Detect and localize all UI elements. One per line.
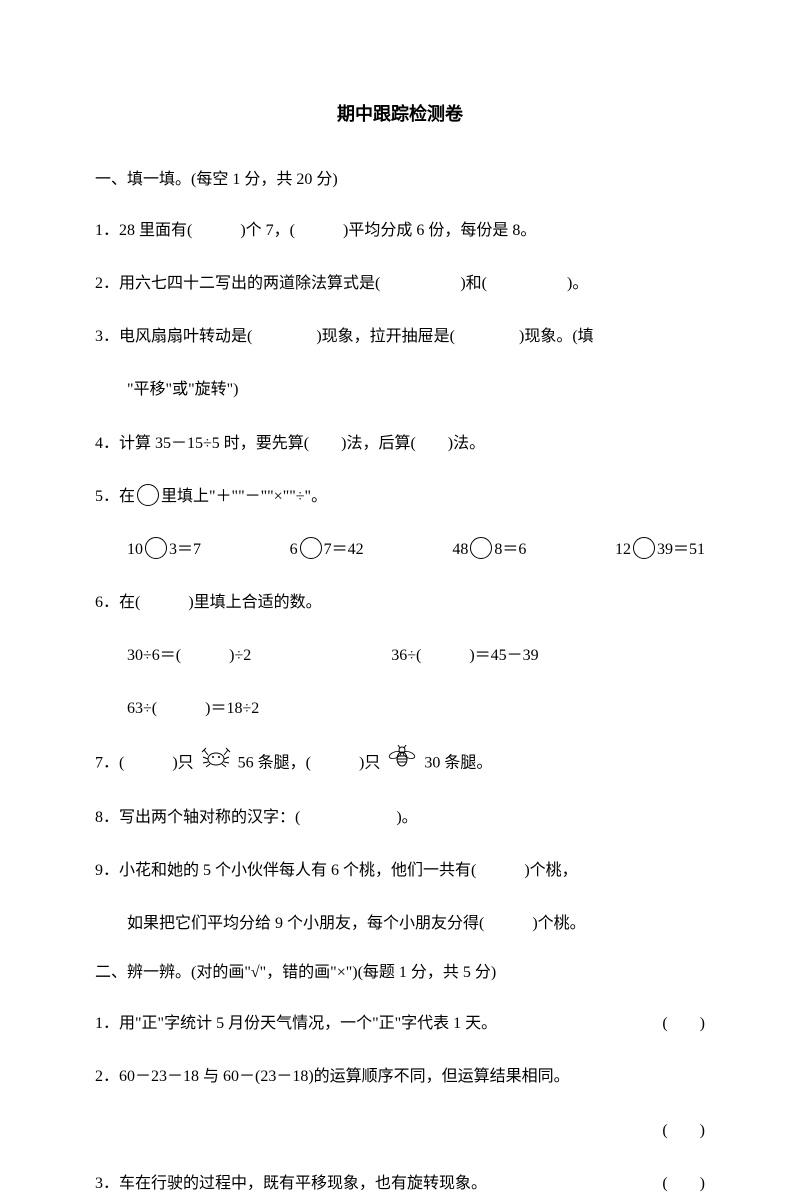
q5-v3: 6 [290, 541, 298, 558]
q6-expr2: 36÷( )＝45－39 [391, 647, 538, 664]
s2-q2-line1: 2．60－23－18 与 60－(23－18)的运算顺序不同，但运算结果相同。 [95, 1059, 705, 1094]
q6-expr1: 30÷6＝( )÷2 [127, 647, 251, 664]
q5-line2: 10 3＝7 6 7＝42 48 8＝6 12 39＝51 [95, 532, 705, 567]
circle-icon [300, 537, 322, 559]
q5-v8: 39＝51 [657, 541, 705, 558]
page-title: 期中跟踪检测卷 [95, 100, 705, 126]
s2-q1-paren: ( ) [662, 1006, 705, 1041]
q4: 4．计算 35－15÷5 时，要先算( )法，后算( )法。 [95, 426, 705, 461]
q9-line1: 9．小花和她的 5 个小伙伴每人有 6 个桃，他们一共有( )个桃， [95, 853, 705, 888]
q6-line1: 6．在( )里填上合适的数。 [95, 585, 705, 620]
q5-v1: 10 [127, 541, 143, 558]
q6-line2: 30÷6＝( )÷2 36÷( )＝45－39 [95, 638, 705, 673]
circle-icon [137, 484, 159, 506]
q9-line2: 如果把它们平均分给 9 个小朋友，每个小朋友分得( )个桃。 [95, 906, 705, 941]
q8: 8．写出两个轴对称的汉字：( )。 [95, 800, 705, 835]
q2: 2．用六七四十二写出的两道除法算式是( )和( )。 [95, 266, 705, 301]
q5-expr1: 10 3＝7 [127, 532, 201, 567]
q5-v7: 12 [615, 541, 631, 558]
q5-line1: 5．在 里填上"＋""－""×""÷"。 [95, 479, 705, 514]
q1: 1．28 里面有( )个 7，( )平均分成 6 份，每份是 8。 [95, 213, 705, 248]
circle-icon [145, 537, 167, 559]
s2-q3: 3．车在行驶的过程中，既有平移现象，也有旋转现象。 ( ) [95, 1166, 705, 1201]
q5-v6: 8＝6 [494, 541, 526, 558]
circle-icon [633, 537, 655, 559]
q5-expr2: 6 7＝42 [290, 532, 364, 567]
q7-text-c: 30 条腿。 [424, 754, 492, 771]
q5-v4: 7＝42 [324, 541, 364, 558]
q5-v2: 3＝7 [169, 541, 201, 558]
q5-expr3: 48 8＝6 [452, 532, 526, 567]
crab-icon [201, 745, 231, 782]
section1-header: 一、填一填。(每空 1 分，共 20 分) [95, 166, 705, 195]
s2-q1-text: 1．用"正"字统计 5 月份天气情况，一个"正"字代表 1 天。 [95, 1015, 497, 1032]
q5-expr4: 12 39＝51 [615, 532, 705, 567]
q5-text-a: 5．在 [95, 488, 135, 505]
q5-v5: 48 [452, 541, 468, 558]
section2-header: 二、辨一辨。(对的画"√"，错的画"×")(每题 1 分，共 5 分) [95, 959, 705, 988]
bee-icon [387, 745, 417, 782]
s2-q3-text: 3．车在行驶的过程中，既有平移现象，也有旋转现象。 [95, 1175, 487, 1192]
q6-line3: 63÷( )＝18÷2 [95, 691, 705, 726]
s2-q3-paren: ( ) [662, 1166, 705, 1201]
s2-q2-line2: ( ) [95, 1113, 705, 1148]
q3-line1: 3．电风扇扇叶转动是( )现象，拉开抽屉是( )现象。(填 [95, 319, 705, 354]
q7: 7．( )只 56 条腿，( )只 30 [95, 745, 705, 782]
q3-line2: "平移"或"旋转") [95, 372, 705, 407]
q7-text-a: 7．( )只 [95, 754, 194, 771]
s2-q2-paren: ( ) [662, 1113, 705, 1148]
s2-q1: 1．用"正"字统计 5 月份天气情况，一个"正"字代表 1 天。 ( ) [95, 1006, 705, 1041]
q5-text-b: 里填上"＋""－""×""÷"。 [161, 488, 327, 505]
q7-text-b: 56 条腿，( )只 [238, 754, 381, 771]
circle-icon [470, 537, 492, 559]
